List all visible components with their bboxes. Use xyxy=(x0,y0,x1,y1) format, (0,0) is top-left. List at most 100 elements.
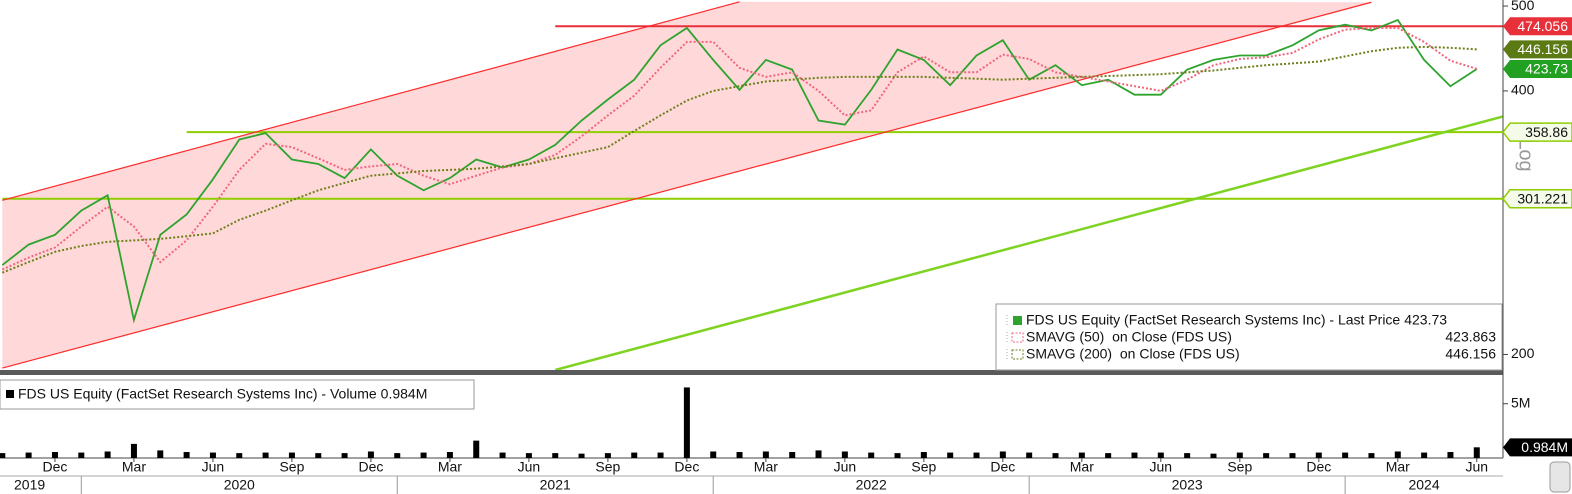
legend-value: 423.73 xyxy=(1404,312,1447,328)
scale-label: Log xyxy=(1515,138,1537,171)
volume-bar xyxy=(789,452,796,458)
level-label-box xyxy=(1503,17,1572,36)
volume-bar xyxy=(868,452,875,458)
series-line xyxy=(1,18,1478,324)
x-tick-label: Dec xyxy=(43,459,68,475)
volume-bar xyxy=(815,450,822,458)
year-label: 2019 xyxy=(14,477,45,493)
volume-bar xyxy=(288,452,295,458)
year-label: 2020 xyxy=(224,477,255,493)
legend-label: FDS US Equity (FactSet Research Systems … xyxy=(1026,312,1400,328)
y-tick-label: 500 xyxy=(1511,0,1535,13)
volume-legend-label: FDS US Equity (FactSet Research Systems … xyxy=(18,386,377,402)
volume-legend-value: 0.984M xyxy=(381,386,428,402)
x-tick-label: Dec xyxy=(990,459,1015,475)
x-tick-label: Mar xyxy=(438,459,462,475)
volume-bar xyxy=(1105,453,1112,458)
volume-bar xyxy=(236,453,243,458)
y-tick-label: 5M xyxy=(1511,394,1530,410)
volume-bar xyxy=(394,453,401,458)
volume-bar xyxy=(1052,453,1059,458)
trend-line xyxy=(2,1,1372,369)
last-volume-box xyxy=(1503,438,1572,457)
volume-bar xyxy=(1026,452,1033,458)
volume-bar xyxy=(1447,452,1454,458)
volume-bar xyxy=(1421,452,1428,458)
volume-bar xyxy=(920,452,927,458)
volume-bar xyxy=(104,451,111,458)
x-tick-label: Jun xyxy=(1465,459,1488,475)
legend-swatch xyxy=(1011,349,1024,360)
year-label: 2021 xyxy=(540,477,571,493)
volume-bar xyxy=(1342,452,1349,458)
volume-bar xyxy=(183,452,190,458)
volume-bar xyxy=(894,453,901,458)
volume-bar xyxy=(367,451,374,458)
x-tick-label: Sep xyxy=(1227,459,1252,475)
volume-bar xyxy=(157,450,164,458)
last-value-label: 446.156 xyxy=(1517,41,1568,57)
volume-bar xyxy=(209,452,216,458)
legend-value: 446.156 xyxy=(1445,346,1496,362)
volume-bar xyxy=(1210,453,1217,458)
x-tick-label: Mar xyxy=(1386,459,1410,475)
x-tick-label: Mar xyxy=(1070,459,1094,475)
volume-bar xyxy=(446,452,453,458)
x-tick-label: Sep xyxy=(595,459,620,475)
volume-bar xyxy=(130,443,137,458)
volume-bar xyxy=(973,452,980,458)
volume-bar xyxy=(262,452,269,458)
x-tick-label: Jun xyxy=(518,459,541,475)
volume-bar xyxy=(1131,452,1138,458)
legend-label: SMAVG (200) on Close (FDS US) xyxy=(1026,346,1240,362)
level-label: 301.221 xyxy=(1517,190,1568,206)
level-label-box xyxy=(1502,122,1572,142)
volume-bar xyxy=(1157,452,1164,458)
volume-bar xyxy=(657,452,664,458)
volume-legend-swatch xyxy=(6,390,14,398)
price-plot xyxy=(1,1,1503,370)
last-value-label: 423.73 xyxy=(1525,61,1568,77)
y-tick-label: 200 xyxy=(1511,345,1535,361)
year-label: 2024 xyxy=(1408,477,1439,493)
legend-value: 423.863 xyxy=(1445,329,1496,345)
volume-bar xyxy=(1368,453,1375,458)
volume-bar xyxy=(341,453,348,458)
volume-bar xyxy=(683,387,690,458)
corner-icon xyxy=(1549,461,1571,493)
volume-bar xyxy=(762,451,769,458)
volume-bar xyxy=(25,452,32,458)
x-tick-label: Mar xyxy=(754,459,778,475)
x-tick-label: Jun xyxy=(202,459,225,475)
volume-bar xyxy=(0,453,6,458)
legend-swatch xyxy=(1011,332,1024,343)
volume-bar xyxy=(1263,453,1270,458)
x-tick-label: Sep xyxy=(279,459,304,475)
volume-bar xyxy=(51,452,58,458)
volume-bar xyxy=(631,452,638,458)
series-line xyxy=(1,27,1478,271)
volume-bar xyxy=(1315,452,1322,458)
volume-bar xyxy=(473,440,480,458)
volume-bar xyxy=(604,453,611,458)
volume-bar xyxy=(1184,453,1191,458)
last-value-label-box xyxy=(1503,40,1572,59)
volume-bar xyxy=(1473,447,1480,458)
y-tick-label: 400 xyxy=(1511,82,1535,98)
x-tick-label: Mar xyxy=(122,459,146,475)
volume-bar xyxy=(1078,452,1085,458)
volume-bar xyxy=(78,452,85,458)
x-tick-label: Dec xyxy=(674,459,699,475)
level-label: 358.86 xyxy=(1525,124,1568,140)
year-label: 2022 xyxy=(856,477,887,493)
volume-bar xyxy=(710,451,717,458)
last-value-label-box xyxy=(1503,59,1572,78)
volume-bar xyxy=(420,452,427,458)
trend-line xyxy=(554,115,1503,370)
year-label: 2023 xyxy=(1172,477,1203,493)
volume-bar xyxy=(1289,453,1296,458)
x-tick-label: Jun xyxy=(834,459,857,475)
